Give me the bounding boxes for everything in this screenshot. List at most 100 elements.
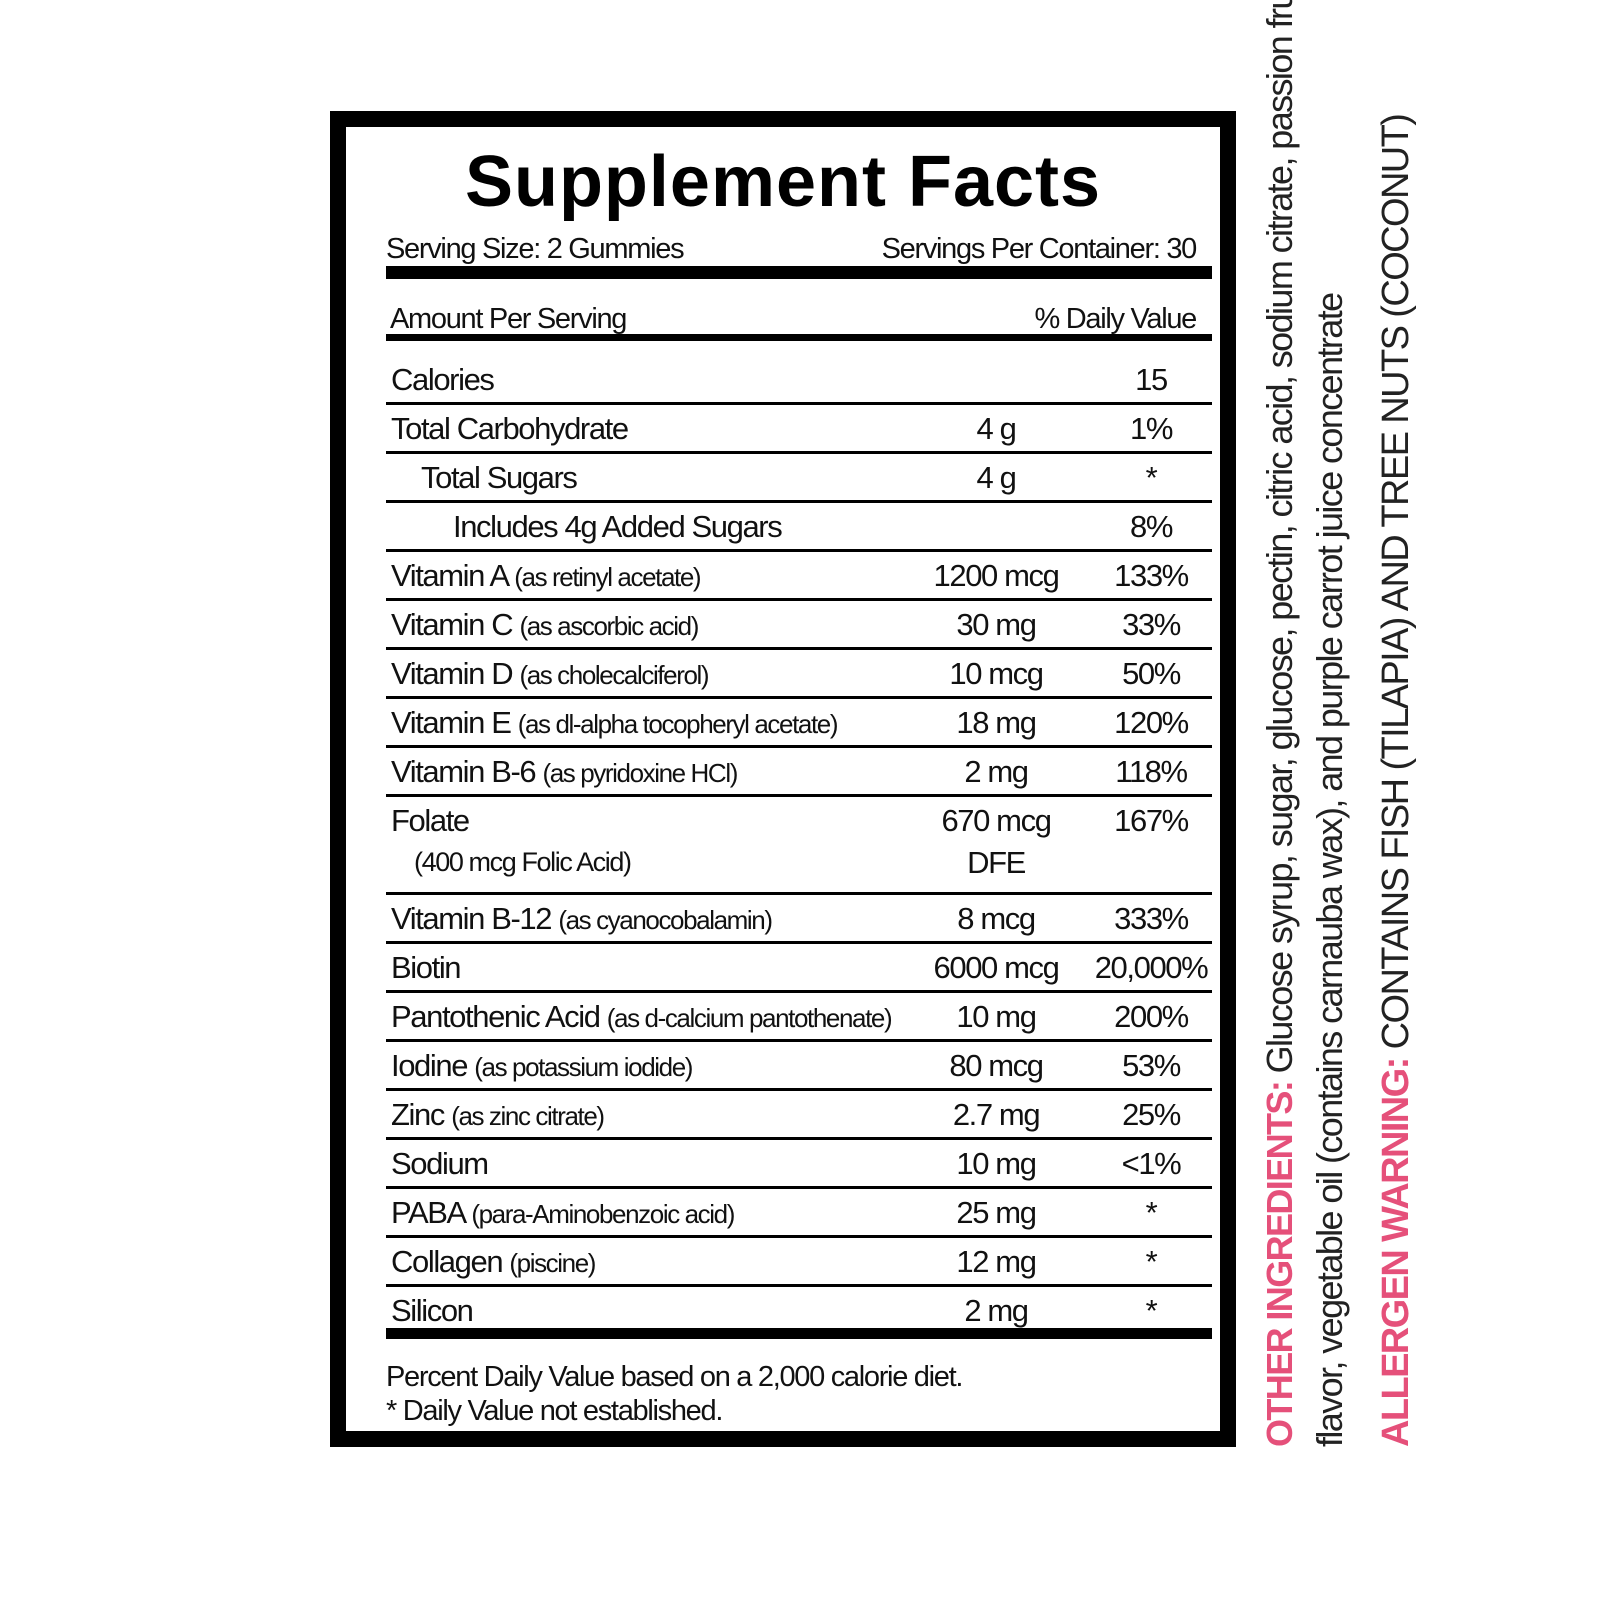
nutrient-daily-value: 200% bbox=[1114, 999, 1189, 1034]
nutrient-name-text: Biotin bbox=[391, 950, 462, 985]
nutrient-daily-value: * bbox=[1145, 1244, 1158, 1279]
supplement-facts-panel: Supplement Facts Serving Size: 2 Gummies… bbox=[330, 111, 1236, 1447]
footnotes: Percent Daily Value based on a 2,000 cal… bbox=[386, 1360, 963, 1428]
nutrient-name-text: Includes 4g Added Sugars bbox=[453, 509, 783, 544]
nutrient-name: PABA (para-Aminobenzoic acid) bbox=[391, 1195, 735, 1231]
nutrient-daily-value: 25% bbox=[1122, 1097, 1181, 1132]
nutrient-daily-value: 20,000% bbox=[1094, 950, 1209, 985]
nutrient-row: Vitamin D (as cholecalciferol) 10 mcg 50% bbox=[386, 650, 1212, 699]
bottom-divider bbox=[386, 1328, 1212, 1339]
side-panel-text: OTHER INGREDIENTS: Glucose syrup, sugar,… bbox=[1255, 0, 1421, 1447]
other-ingredients-line1: OTHER INGREDIENTS: Glucose syrup, sugar,… bbox=[1255, 0, 1305, 1447]
nutrient-row: Total Carbohydrate 4 g 1% bbox=[386, 405, 1212, 454]
nutrient-name: Vitamin C (as ascorbic acid) bbox=[391, 607, 699, 643]
nutrient-row: Calories 15 bbox=[386, 356, 1212, 405]
nutrient-name: Total Carbohydrate bbox=[391, 411, 629, 447]
nutrient-amount: 670 mcg bbox=[941, 803, 1052, 838]
nutrient-amount: 30 mg bbox=[956, 607, 1037, 642]
nutrient-row: Iodine (as potassium iodide) 80 mcg 53% bbox=[386, 1042, 1212, 1091]
amount-per-serving-label: Amount Per Serving bbox=[390, 303, 627, 335]
nutrient-amount: 2.7 mg bbox=[952, 1097, 1041, 1132]
nutrient-amount: 4 g bbox=[976, 411, 1017, 446]
nutrient-name: Vitamin D (as cholecalciferol) bbox=[391, 656, 710, 692]
nutrient-name-text: Folate bbox=[391, 803, 470, 838]
allergen-label: ALLERGEN WARNING: bbox=[1375, 1058, 1417, 1447]
nutrient-source: (para-Aminobenzoic acid) bbox=[471, 1199, 735, 1229]
nutrient-source: (as potassium iodide) bbox=[474, 1052, 693, 1082]
nutrient-name: Vitamin B-6 (as pyridoxine HCl) bbox=[391, 754, 738, 790]
nutrient-row: Vitamin B-12 (as cyanocobalamin) 8 mcg 333… bbox=[386, 895, 1212, 944]
nutrient-name: Sodium bbox=[391, 1146, 489, 1182]
nutrient-name-text: Vitamin C bbox=[391, 607, 514, 642]
nutrient-daily-value: 8% bbox=[1129, 509, 1173, 544]
nutrient-name: Pantothenic Acid (as d-calcium pantothen… bbox=[391, 999, 893, 1035]
nutrient-row: Includes 4g Added Sugars 8% bbox=[386, 503, 1212, 552]
nutrient-amount: 8 mcg bbox=[957, 901, 1036, 936]
footnote-not-established: * Daily Value not established. bbox=[386, 1395, 723, 1427]
nutrient-name: Total Sugars bbox=[421, 460, 578, 496]
nutrient-name-text: Silicon bbox=[391, 1293, 474, 1328]
nutrient-row: Sodium 10 mg <1% bbox=[386, 1140, 1212, 1189]
nutrient-row: Vitamin C (as ascorbic acid) 30 mg 33% bbox=[386, 601, 1212, 650]
nutrient-source: (as retinyl acetate) bbox=[514, 562, 701, 592]
nutrient-daily-value: * bbox=[1145, 1195, 1158, 1230]
nutrient-daily-value: 333% bbox=[1114, 901, 1189, 936]
nutrient-name-text: Zinc bbox=[391, 1097, 445, 1132]
nutrient-name: Silicon bbox=[391, 1293, 474, 1329]
nutrient-source: (as ascorbic acid) bbox=[519, 611, 699, 641]
nutrient-daily-value: * bbox=[1145, 460, 1158, 495]
nutrient-amount: 18 mg bbox=[956, 705, 1037, 740]
nutrient-amount: 80 mcg bbox=[949, 1048, 1044, 1083]
nutrient-name: Iodine (as potassium iodide) bbox=[391, 1048, 693, 1084]
nutrient-source: (as pyridoxine HCl) bbox=[542, 758, 738, 788]
servings-per-container: Servings Per Container: 30 bbox=[881, 233, 1198, 265]
other-ingredients-text-1: Glucose syrup, sugar, glucose, pectin, c… bbox=[1259, 0, 1300, 1074]
nutrient-amount: 6000 mcg bbox=[933, 950, 1060, 985]
nutrient-name: Biotin bbox=[391, 950, 462, 986]
nutrient-name-text: Iodine bbox=[391, 1048, 468, 1083]
medium-divider bbox=[386, 334, 1212, 341]
other-ingredients-label: OTHER INGREDIENTS: bbox=[1259, 1081, 1300, 1447]
nutrient-name-text: Total Sugars bbox=[421, 460, 578, 495]
nutrient-amount-unit: DFE bbox=[967, 845, 1026, 880]
nutrient-name: Vitamin A (as retinyl acetate) bbox=[391, 558, 702, 594]
other-ingredients-line2: flavor, vegetable oil (contains carnauba… bbox=[1309, 293, 1350, 1447]
allergen-warning: ALLERGEN WARNING: CONTAINS FISH (TILAPIA… bbox=[1371, 112, 1421, 1447]
thick-divider bbox=[386, 266, 1212, 279]
nutrient-table: Calories 15 Total Carbohydrate 4 g 1% Total S… bbox=[386, 356, 1212, 1333]
nutrient-daily-value: 167% bbox=[1114, 803, 1189, 838]
nutrient-name-text: PABA bbox=[391, 1195, 466, 1230]
nutrient-name: Collagen (piscine) bbox=[391, 1244, 596, 1280]
nutrient-daily-value: 53% bbox=[1122, 1048, 1181, 1083]
nutrient-name-text: Sodium bbox=[391, 1146, 489, 1181]
nutrient-row: PABA (para-Aminobenzoic acid) 25 mg * bbox=[386, 1189, 1212, 1238]
nutrient-amount: 25 mg bbox=[956, 1195, 1037, 1230]
nutrient-amount: 10 mcg bbox=[949, 656, 1044, 691]
nutrient-daily-value: 50% bbox=[1122, 656, 1181, 691]
nutrient-amount: 12 mg bbox=[956, 1244, 1037, 1279]
nutrient-daily-value: 133% bbox=[1114, 558, 1189, 593]
nutrient-name-text: Pantothenic Acid bbox=[391, 999, 601, 1034]
nutrient-row: Total Sugars 4 g * bbox=[386, 454, 1212, 503]
allergen-text: CONTAINS FISH (TILAPIA) AND TREE NUTS (C… bbox=[1375, 114, 1417, 1050]
nutrient-amount: 1200 mcg bbox=[933, 558, 1060, 593]
nutrient-daily-value: 118% bbox=[1115, 754, 1188, 789]
panel-title: Supplement Facts bbox=[464, 142, 1102, 222]
nutrient-row: Collagen (piscine) 12 mg * bbox=[386, 1238, 1212, 1287]
nutrient-row: Vitamin B-6 (as pyridoxine HCl) 2 mg 118% bbox=[386, 748, 1212, 797]
nutrient-daily-value: <1% bbox=[1121, 1146, 1182, 1181]
serving-size: Serving Size: 2 Gummies bbox=[386, 233, 685, 265]
nutrient-name: Vitamin B-12 (as cyanocobalamin) bbox=[391, 901, 773, 937]
nutrient-name-text: Vitamin E bbox=[391, 705, 512, 740]
nutrient-daily-value: 120% bbox=[1114, 705, 1189, 740]
nutrient-name: Zinc (as zinc citrate) bbox=[391, 1097, 605, 1133]
nutrient-name: Folate bbox=[391, 803, 470, 839]
nutrient-source: (as zinc citrate) bbox=[451, 1101, 605, 1131]
nutrient-name-text: Calories bbox=[391, 362, 495, 397]
nutrient-daily-value: 1% bbox=[1129, 411, 1173, 446]
nutrient-row: Silicon 2 mg * bbox=[386, 1287, 1212, 1333]
column-header: Amount Per Serving % Daily Value bbox=[390, 303, 1197, 336]
nutrient-amount: 10 mg bbox=[956, 1146, 1037, 1181]
nutrient-name-text: Total Carbohydrate bbox=[391, 411, 629, 446]
nutrient-daily-value: 15 bbox=[1135, 362, 1168, 397]
